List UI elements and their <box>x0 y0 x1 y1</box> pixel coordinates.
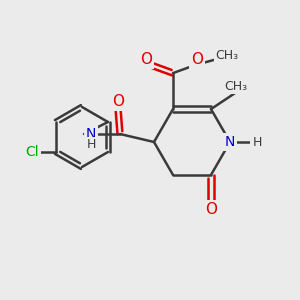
Text: O: O <box>191 52 203 67</box>
Text: H: H <box>252 136 262 148</box>
Text: N: N <box>86 127 96 141</box>
Text: N: N <box>225 135 235 149</box>
Text: CH₃: CH₃ <box>224 80 248 93</box>
Text: CH₃: CH₃ <box>215 49 238 62</box>
Text: O: O <box>205 202 217 217</box>
Text: H: H <box>86 139 96 152</box>
Text: O: O <box>140 52 152 67</box>
Text: Cl: Cl <box>25 145 39 159</box>
Text: O: O <box>112 94 124 109</box>
